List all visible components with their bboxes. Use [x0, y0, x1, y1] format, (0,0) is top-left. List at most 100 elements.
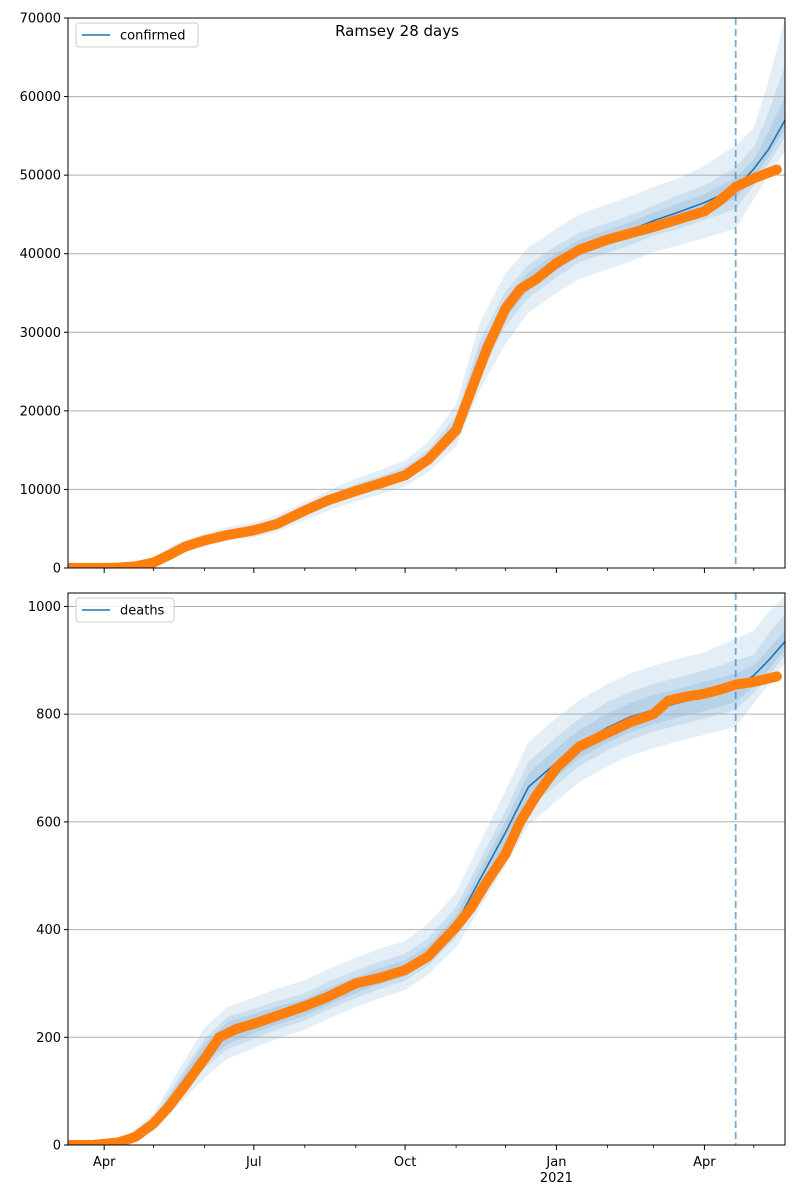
confirmed-observed-point — [515, 284, 526, 295]
deaths-observed-point — [350, 978, 361, 989]
deaths-observed-point — [465, 903, 476, 913]
deaths-y-tick-label: 400 — [36, 923, 61, 938]
deaths-observed-point — [730, 679, 741, 690]
deaths-y-tick-label: 800 — [36, 708, 61, 723]
deaths-observed-point — [271, 1010, 282, 1021]
x-tick-label: Oct — [394, 1155, 416, 1170]
confirmed-legend: confirmed — [75, 22, 199, 48]
deaths-observed-point — [679, 691, 690, 702]
deaths-y-tick-label: 200 — [36, 1031, 61, 1046]
deaths-observed-point — [87, 1140, 98, 1145]
deaths-observed-point — [148, 1118, 159, 1129]
x-tick-label: Apr — [693, 1155, 716, 1170]
confirmed-y-tick-label: 30000 — [20, 326, 61, 341]
deaths-axes-frame — [67, 592, 786, 1146]
confirmed-y-tick-label: 0 — [53, 562, 61, 577]
deaths-observed-point — [130, 1131, 141, 1142]
confirmed-observed-point — [714, 196, 725, 207]
confirmed-observed-point — [68, 563, 73, 568]
deaths-observed-point — [515, 816, 526, 827]
confirmed-observed-point — [451, 425, 462, 436]
deaths-observed-point — [248, 1018, 259, 1029]
deaths-observed-point — [214, 1032, 225, 1043]
deaths-observed-point — [299, 1001, 310, 1012]
confirmed-observed-point — [179, 541, 190, 552]
confirmed-observed-point — [551, 258, 562, 269]
confirmed-observed-point — [350, 486, 361, 496]
confirmed-observed-point — [148, 557, 159, 568]
confirmed-observed-point — [199, 535, 210, 546]
confirmed-y-tick-label: 10000 — [20, 483, 61, 498]
deaths-y-tick-label: 1000 — [28, 600, 61, 615]
confirmed-observed-point — [482, 343, 493, 353]
confirmed-legend-label: confirmed — [120, 29, 186, 44]
deaths-legend: deaths — [75, 597, 175, 623]
confirmed-observed-point — [79, 563, 90, 568]
confirmed-observed-point — [625, 228, 636, 239]
confirmed-y-tick-label: 20000 — [20, 404, 61, 419]
confirmed-observed-point — [699, 206, 710, 217]
confirmed-observed-point — [574, 244, 585, 255]
confirmed-y-tick-label: 40000 — [20, 247, 61, 262]
confirmed-axes-frame — [67, 17, 786, 569]
confirmed-observed-point — [163, 550, 174, 561]
deaths-observed-point — [663, 695, 674, 706]
deaths-observed-point — [373, 973, 384, 984]
confirmed-observed-point — [400, 470, 411, 481]
confirmed-y-tick-label: 60000 — [20, 90, 61, 105]
deaths-observed-point — [574, 741, 585, 752]
deaths-observed-point — [648, 709, 659, 720]
deaths-observed-point — [748, 676, 759, 687]
deaths-observed-point — [230, 1024, 241, 1035]
confirmed-observed-point — [531, 273, 542, 284]
deaths-legend-box — [75, 597, 175, 623]
confirmed-y-tick-label: 70000 — [20, 12, 61, 27]
deaths-observed-point — [482, 876, 493, 887]
x-tick-label: Apr — [93, 1155, 116, 1170]
confirmed-observed-point — [500, 303, 511, 314]
confirmed-observed-point — [271, 519, 282, 529]
confirmed-observed-point — [99, 563, 110, 568]
confirmed-observed-point — [771, 164, 782, 175]
confirmed-observed-point — [130, 561, 141, 568]
deaths-observed-point — [114, 1137, 124, 1145]
confirmed-axes: 0 10000 20000 30000 40000 50000 60000 70000 — [20, 12, 786, 577]
deaths-observed-points — [68, 671, 782, 1145]
x-tick-label: Jan — [545, 1155, 566, 1170]
confirmed-observed-point — [299, 505, 310, 516]
confirmed-observed-point — [423, 454, 434, 465]
deaths-band-1 — [68, 614, 785, 1145]
confirmed-observed-point — [648, 222, 659, 232]
deaths-observed-point — [68, 1140, 73, 1145]
confirmed-observed-point — [322, 495, 333, 506]
deaths-y-tick-label: 600 — [36, 815, 61, 830]
deaths-observed-point — [625, 717, 636, 728]
confirmed-observed-point — [602, 234, 613, 245]
confirmed-legend-box — [75, 22, 199, 48]
x-tick-sublabel: 2021 — [540, 1171, 573, 1186]
deaths-observed-point — [322, 991, 333, 1002]
deaths-observed-point — [451, 921, 462, 932]
deaths-observed-point — [199, 1053, 210, 1064]
deaths-observed-point — [163, 1102, 174, 1113]
confirmed-observed-point — [730, 181, 741, 192]
deaths-observed-point — [423, 951, 434, 962]
deaths-observed-point — [500, 849, 511, 860]
confirmed-observed-point — [114, 562, 124, 568]
deaths-y-tick-label: 0 — [53, 1139, 61, 1154]
confirmed-observed-point — [748, 173, 759, 184]
confirmed-observed-points — [68, 164, 782, 568]
confirmed-observed-point — [671, 214, 682, 225]
confirmed-panel: 0 10000 20000 30000 40000 50000 60000 70000 con… — [20, 12, 786, 577]
deaths-band-2 — [68, 630, 785, 1145]
deaths-observed-point — [699, 688, 710, 699]
confirmed-observed-point — [248, 525, 259, 536]
confirmed-observed-point — [222, 530, 233, 540]
deaths-observed-point — [179, 1080, 190, 1091]
deaths-observed-point — [602, 728, 613, 738]
deaths-observed-point — [714, 684, 725, 695]
deaths-observed-point — [400, 965, 411, 975]
